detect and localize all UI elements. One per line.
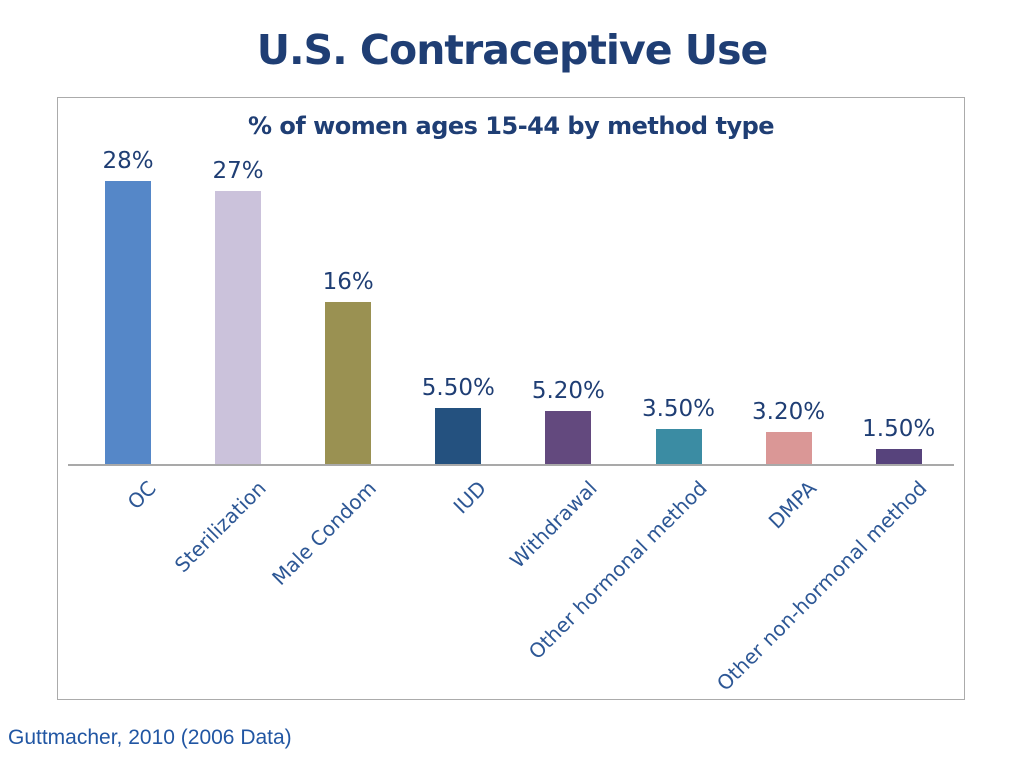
bar [435,408,482,464]
bar [105,181,151,464]
bar [875,449,922,464]
bar-value-label: 5.20% [531,378,605,404]
bar-value-label: 5.50% [421,375,495,401]
x-axis-category-label: Male Condom [267,476,382,590]
page-title: U.S. Contraceptive Use [256,26,769,74]
bar-value-label: 3.20% [752,399,826,425]
bar [655,429,702,464]
x-axis-category-label: Withdrawal [504,476,602,573]
x-axis-category-label: Other hormonal method [523,476,712,664]
source-citation: Guttmacher, 2010 (2006 Data) [8,726,292,749]
bar-value-label: 28% [102,148,154,174]
chart-title: % of women ages 15-44 by method type [247,112,775,140]
x-axis-category-label: IUD [448,476,492,519]
bar-value-label: 1.50% [862,416,936,442]
bar [765,432,812,464]
x-axis-category-label: Other non-hormonal method [712,476,932,696]
bar-value-label: 3.50% [641,396,716,422]
x-axis-category-label: Sterilization [170,476,272,577]
x-axis-line [68,464,954,466]
bar-value-label: 27% [212,158,264,184]
bar [325,302,372,464]
bar [545,411,592,464]
chart-frame: % of women ages 15-44 by method type 28%… [57,97,965,700]
x-axis-category-label: DMPA [764,476,822,534]
bar-value-label: 16% [322,269,374,295]
x-axis-category-label: OC [122,476,161,514]
bar [215,191,262,464]
